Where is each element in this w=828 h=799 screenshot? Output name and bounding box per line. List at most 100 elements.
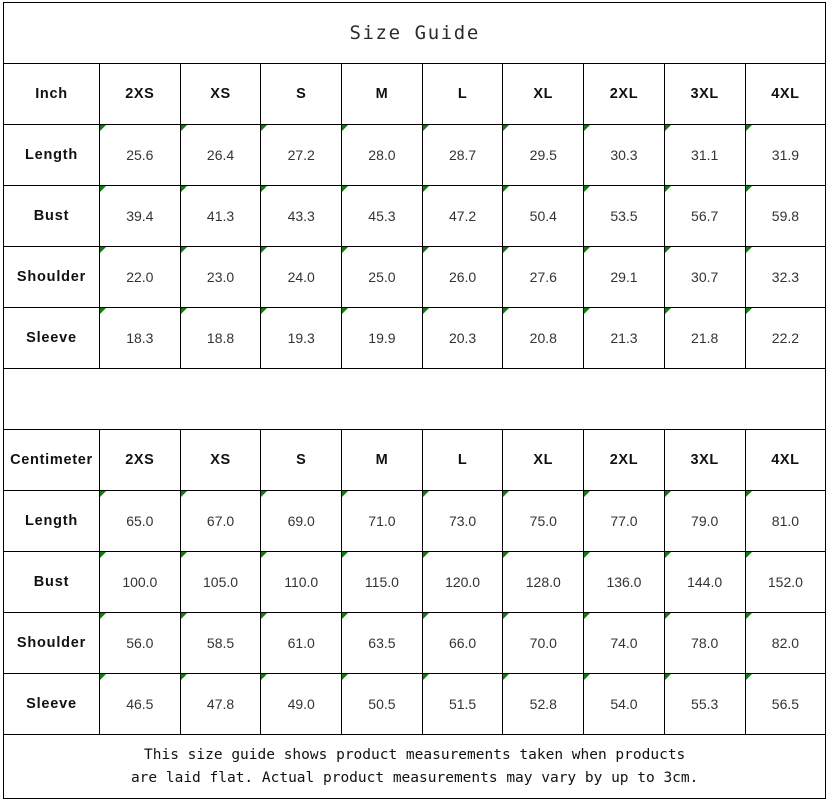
size-header-l: L <box>421 429 504 491</box>
size-header-3xl: 3XL <box>663 429 746 491</box>
measurement-value-bust-m: 45.3 <box>341 185 423 247</box>
measurement-value-length-xs: 67.0 <box>179 490 262 552</box>
measurement-value-shoulder-xs: 23.0 <box>179 246 262 308</box>
measurement-value-sleeve-2xl: 21.3 <box>583 307 665 369</box>
measurement-value-length-s: 27.2 <box>260 124 343 186</box>
measurement-value-sleeve-xs: 18.8 <box>179 307 262 369</box>
measurement-row-shoulder: Shoulder 56.0 58.5 61.0 63.5 66.0 70.0 74.0 78.0… <box>3 612 827 674</box>
measurement-label-bust: Bust <box>3 551 100 613</box>
measurement-value-bust-s: 43.3 <box>260 185 343 247</box>
size-header-2xs: 2XS <box>99 63 181 125</box>
measurement-value-bust-2xs: 100.0 <box>99 551 181 613</box>
measurement-label-shoulder: Shoulder <box>3 246 100 308</box>
measurement-value-bust-4xl: 152.0 <box>744 551 827 613</box>
measurement-value-shoulder-l: 26.0 <box>421 246 504 308</box>
measurement-label-length: Length <box>3 490 100 552</box>
page-title: Size Guide <box>2 2 827 64</box>
size-header-xs: XS <box>179 63 262 125</box>
size-header-4xl: 4XL <box>744 63 827 125</box>
measurement-value-sleeve-3xl: 55.3 <box>663 673 746 735</box>
measurement-value-length-m: 28.0 <box>341 124 423 186</box>
measurement-value-bust-l: 47.2 <box>421 185 504 247</box>
measurement-value-bust-3xl: 144.0 <box>663 551 746 613</box>
measurement-label-sleeve: Sleeve <box>3 307 100 369</box>
measurement-value-length-4xl: 31.9 <box>744 124 827 186</box>
measurement-value-length-4xl: 81.0 <box>744 490 827 552</box>
measurement-value-length-2xl: 77.0 <box>583 490 665 552</box>
note-line-2: are laid flat. Actual product measuremen… <box>130 769 699 786</box>
measurement-value-sleeve-4xl: 56.5 <box>744 673 827 735</box>
size-header-m: M <box>341 429 423 491</box>
measurement-value-sleeve-l: 51.5 <box>421 673 504 735</box>
measurement-value-sleeve-m: 19.9 <box>341 307 423 369</box>
measurement-value-shoulder-xs: 58.5 <box>179 612 262 674</box>
size-header-3xl: 3XL <box>663 63 746 125</box>
measurement-value-shoulder-m: 63.5 <box>341 612 423 674</box>
measurement-value-shoulder-m: 25.0 <box>341 246 423 308</box>
size-header-xs: XS <box>179 429 262 491</box>
measurement-value-shoulder-xl: 27.6 <box>502 246 585 308</box>
size-header-l: L <box>421 63 504 125</box>
measurement-value-sleeve-s: 49.0 <box>260 673 343 735</box>
measurement-value-bust-3xl: 56.7 <box>663 185 746 247</box>
measurement-value-shoulder-2xl: 29.1 <box>583 246 665 308</box>
table-spacer-row <box>2 368 827 430</box>
size-header-2xl: 2XL <box>583 429 665 491</box>
size-header-xl: XL <box>502 63 585 125</box>
measurement-value-bust-xs: 41.3 <box>179 185 262 247</box>
size-header-xl: XL <box>502 429 585 491</box>
measurement-value-shoulder-3xl: 30.7 <box>663 246 746 308</box>
size-header-s: S <box>260 429 343 491</box>
measurement-value-length-s: 69.0 <box>260 490 343 552</box>
measurement-value-bust-2xl: 53.5 <box>583 185 665 247</box>
measurement-row-length: Length 25.6 26.4 27.2 28.0 28.7 29.5 30.3 31.1 31… <box>3 124 827 186</box>
measurement-value-bust-l: 120.0 <box>421 551 504 613</box>
measurement-value-sleeve-2xl: 54.0 <box>583 673 665 735</box>
measurement-row-bust: Bust 39.4 41.3 43.3 45.3 47.2 50.4 53.5 56.7 59.8 <box>3 185 827 247</box>
header-row-inch: Inch 2XS XS S M L XL 2XL 3XL 4XL <box>3 63 827 125</box>
size-header-2xl: 2XL <box>583 63 665 125</box>
size-header-4xl: 4XL <box>744 429 827 491</box>
measurement-value-sleeve-m: 50.5 <box>341 673 423 735</box>
measurement-value-sleeve-xl: 52.8 <box>502 673 585 735</box>
measurement-value-shoulder-2xs: 22.0 <box>99 246 181 308</box>
size-guide-note: This size guide shows product measuremen… <box>2 734 827 799</box>
measurement-value-shoulder-s: 24.0 <box>260 246 343 308</box>
measurement-value-sleeve-2xs: 46.5 <box>99 673 181 735</box>
measurement-value-shoulder-l: 66.0 <box>421 612 504 674</box>
measurement-value-length-xl: 75.0 <box>502 490 585 552</box>
measurement-value-shoulder-s: 61.0 <box>260 612 343 674</box>
measurement-value-bust-m: 115.0 <box>341 551 423 613</box>
measurement-value-length-2xl: 30.3 <box>583 124 665 186</box>
measurement-label-bust: Bust <box>3 185 100 247</box>
measurement-value-length-xs: 26.4 <box>179 124 262 186</box>
measurement-value-bust-2xl: 136.0 <box>583 551 665 613</box>
measurement-row-bust: Bust 100.0 105.0 110.0 115.0 120.0 128.0 136.0 1… <box>3 551 827 613</box>
measurement-value-sleeve-l: 20.3 <box>421 307 504 369</box>
measurement-value-length-l: 28.7 <box>421 124 504 186</box>
unit-header-centimeter: Centimeter <box>3 429 100 491</box>
measurement-value-length-xl: 29.5 <box>502 124 585 186</box>
measurement-value-bust-xl: 50.4 <box>502 185 585 247</box>
size-header-s: S <box>260 63 343 125</box>
measurement-value-sleeve-s: 19.3 <box>260 307 343 369</box>
size-header-2xs: 2XS <box>99 429 181 491</box>
measurement-value-bust-xs: 105.0 <box>179 551 262 613</box>
measurement-value-shoulder-xl: 70.0 <box>502 612 585 674</box>
note-row: This size guide shows product measuremen… <box>2 734 827 799</box>
unit-header-inch: Inch <box>3 63 100 125</box>
note-line-1: This size guide shows product measuremen… <box>144 747 686 764</box>
header-row-centimeter: Centimeter 2XS XS S M L XL 2XL 3XL 4XL <box>3 429 827 491</box>
measurement-value-shoulder-3xl: 78.0 <box>663 612 746 674</box>
measurement-value-sleeve-xl: 20.8 <box>502 307 585 369</box>
measurement-value-sleeve-2xs: 18.3 <box>99 307 181 369</box>
size-header-m: M <box>341 63 423 125</box>
measurement-value-sleeve-xs: 47.8 <box>179 673 262 735</box>
measurement-value-length-2xs: 25.6 <box>99 124 181 186</box>
measurement-value-shoulder-2xs: 56.0 <box>99 612 181 674</box>
measurement-value-length-l: 73.0 <box>421 490 504 552</box>
measurement-label-sleeve: Sleeve <box>3 673 100 735</box>
measurement-value-length-m: 71.0 <box>341 490 423 552</box>
